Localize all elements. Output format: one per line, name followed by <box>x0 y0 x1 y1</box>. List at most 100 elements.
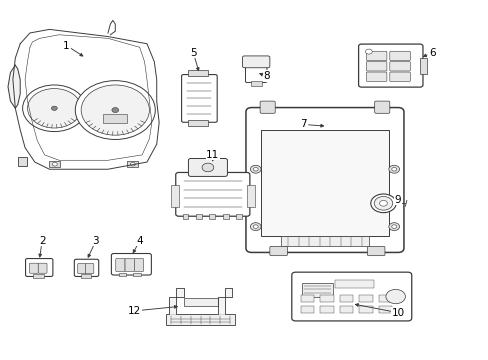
Circle shape <box>373 197 392 210</box>
Circle shape <box>52 162 57 166</box>
Bar <box>33 274 44 278</box>
FancyBboxPatch shape <box>242 56 269 68</box>
Bar <box>339 306 352 313</box>
Bar <box>300 295 314 302</box>
Bar <box>209 214 215 220</box>
Bar <box>419 58 426 74</box>
Bar <box>281 236 368 246</box>
FancyBboxPatch shape <box>38 263 47 273</box>
FancyBboxPatch shape <box>389 51 409 60</box>
FancyBboxPatch shape <box>25 258 53 276</box>
FancyBboxPatch shape <box>134 258 143 271</box>
Bar <box>133 273 141 276</box>
Circle shape <box>250 223 261 230</box>
Bar <box>81 274 91 278</box>
Text: 7: 7 <box>299 120 305 129</box>
Circle shape <box>388 223 399 230</box>
Circle shape <box>379 201 386 206</box>
Circle shape <box>51 106 57 111</box>
FancyBboxPatch shape <box>366 246 384 256</box>
Bar <box>246 185 254 207</box>
FancyBboxPatch shape <box>260 101 275 113</box>
Bar <box>171 185 179 207</box>
Text: 12: 12 <box>128 306 141 316</box>
FancyBboxPatch shape <box>245 65 266 82</box>
Bar <box>188 69 207 76</box>
Text: 11: 11 <box>206 150 219 160</box>
Bar <box>339 295 352 302</box>
Bar <box>223 214 228 220</box>
Circle shape <box>253 167 258 171</box>
Bar <box>378 295 391 302</box>
FancyBboxPatch shape <box>358 44 422 87</box>
Polygon shape <box>217 288 232 315</box>
FancyBboxPatch shape <box>78 264 86 274</box>
FancyBboxPatch shape <box>85 264 94 274</box>
Bar <box>358 306 372 313</box>
Bar <box>18 157 26 166</box>
Text: 2: 2 <box>39 236 45 246</box>
FancyBboxPatch shape <box>74 259 99 276</box>
Bar <box>301 283 332 297</box>
Text: 8: 8 <box>263 71 269 81</box>
Circle shape <box>391 167 396 171</box>
Bar <box>182 214 188 220</box>
Circle shape <box>365 49 371 54</box>
FancyBboxPatch shape <box>291 272 411 321</box>
FancyBboxPatch shape <box>366 51 386 60</box>
Bar <box>183 298 217 306</box>
FancyBboxPatch shape <box>111 253 151 275</box>
Bar <box>320 306 333 313</box>
Bar <box>236 214 242 220</box>
Bar <box>334 280 373 288</box>
FancyBboxPatch shape <box>125 258 134 271</box>
Circle shape <box>22 85 86 132</box>
Text: 4: 4 <box>136 236 142 246</box>
Bar <box>250 81 261 86</box>
Bar <box>119 273 126 276</box>
FancyBboxPatch shape <box>366 72 386 81</box>
Bar <box>378 306 391 313</box>
Bar <box>127 161 138 167</box>
FancyBboxPatch shape <box>366 62 386 71</box>
Bar <box>260 130 388 235</box>
Circle shape <box>27 89 81 128</box>
Circle shape <box>391 225 396 228</box>
Circle shape <box>253 225 258 228</box>
Bar <box>49 161 60 167</box>
Bar <box>320 295 333 302</box>
Circle shape <box>370 194 395 213</box>
Bar <box>188 121 207 126</box>
Circle shape <box>202 163 213 172</box>
FancyBboxPatch shape <box>116 258 125 271</box>
Circle shape <box>250 165 261 173</box>
Text: 10: 10 <box>391 308 404 318</box>
Circle shape <box>75 81 155 139</box>
Bar <box>103 114 127 123</box>
FancyBboxPatch shape <box>374 101 389 113</box>
FancyBboxPatch shape <box>175 172 249 216</box>
Circle shape <box>388 165 399 173</box>
FancyBboxPatch shape <box>29 263 38 273</box>
Text: 3: 3 <box>92 236 99 246</box>
Circle shape <box>112 108 119 113</box>
FancyBboxPatch shape <box>269 246 287 256</box>
Circle shape <box>81 85 149 135</box>
Circle shape <box>385 289 405 304</box>
Text: 5: 5 <box>190 48 196 58</box>
Text: 1: 1 <box>63 41 70 50</box>
Text: 9: 9 <box>394 195 401 205</box>
FancyBboxPatch shape <box>245 108 403 252</box>
Bar <box>300 306 314 313</box>
Bar <box>358 295 372 302</box>
FancyBboxPatch shape <box>389 62 409 71</box>
FancyBboxPatch shape <box>188 158 227 176</box>
Polygon shape <box>168 288 183 315</box>
Bar <box>196 214 202 220</box>
FancyBboxPatch shape <box>181 75 217 122</box>
FancyBboxPatch shape <box>389 72 409 81</box>
Text: 6: 6 <box>428 48 435 58</box>
Bar <box>166 315 234 325</box>
Polygon shape <box>8 65 20 108</box>
Circle shape <box>130 162 135 166</box>
